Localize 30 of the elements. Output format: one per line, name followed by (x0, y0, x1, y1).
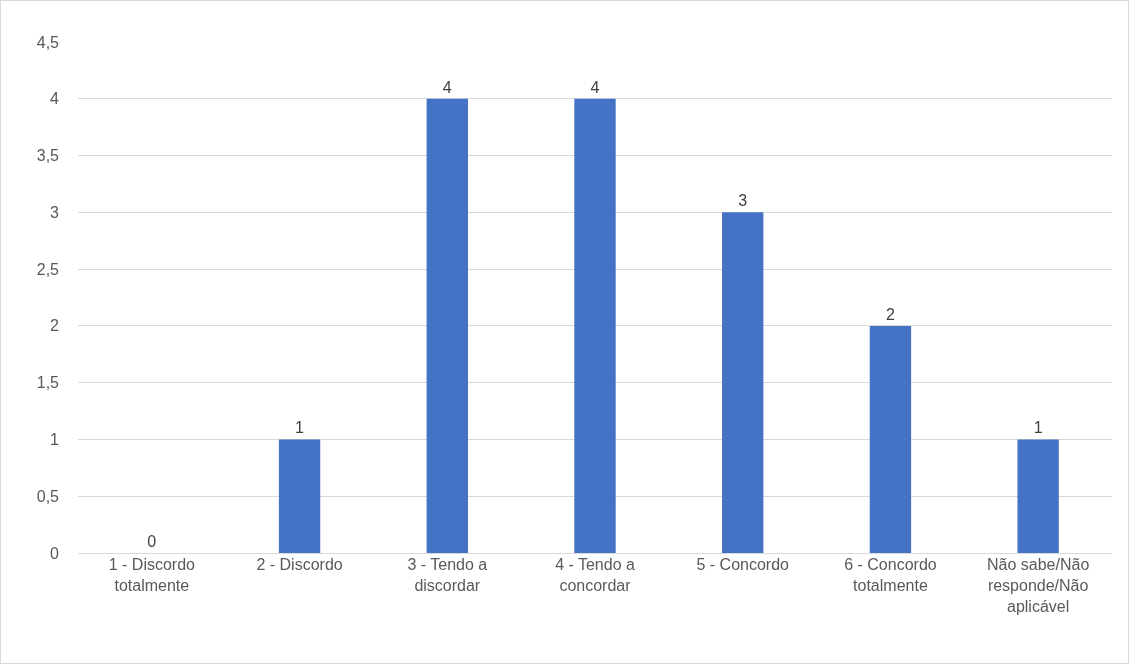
y-tick-label: 0 (50, 544, 60, 562)
bar (278, 439, 321, 553)
y-tick-label: 0,5 (36, 487, 60, 505)
x-tick-label: 1 - Discordo totalmente (108, 556, 196, 594)
data-label: 4 (442, 78, 452, 96)
y-tick-label: 2 (50, 317, 60, 335)
bar (426, 98, 468, 553)
data-label: 4 (590, 78, 600, 96)
data-label: 0 (147, 533, 157, 550)
bar (574, 98, 616, 553)
bar (722, 212, 764, 553)
data-label: 1 (1033, 419, 1043, 437)
x-tick-label: 2 - Discordo (256, 556, 343, 573)
x-tick-label: 3 - Tendo a discordar (407, 556, 488, 594)
x-tick-label: 4 - Tendo a concordar (555, 556, 635, 594)
y-tick-label: 3 (50, 203, 60, 221)
y-tick-label: 2,5 (36, 260, 60, 278)
bar (1017, 439, 1059, 553)
bar (869, 325, 912, 553)
y-tick-label: 4,5 (36, 33, 60, 51)
x-tick-label: Não sabe/Não responde/Não aplicável (986, 556, 1090, 615)
y-tick-label: 1 (50, 431, 60, 449)
data-label: 1 (295, 419, 305, 437)
y-tick-label: 3,5 (36, 147, 60, 165)
data-label: 3 (738, 192, 748, 210)
y-tick-label: 4 (50, 90, 60, 108)
y-tick-label: 1,5 (36, 374, 60, 392)
x-tick-label: 5 - Concordo (696, 556, 790, 573)
data-label: 2 (885, 305, 895, 323)
x-tick-label: 6 - Concordo totalmente (844, 556, 937, 594)
